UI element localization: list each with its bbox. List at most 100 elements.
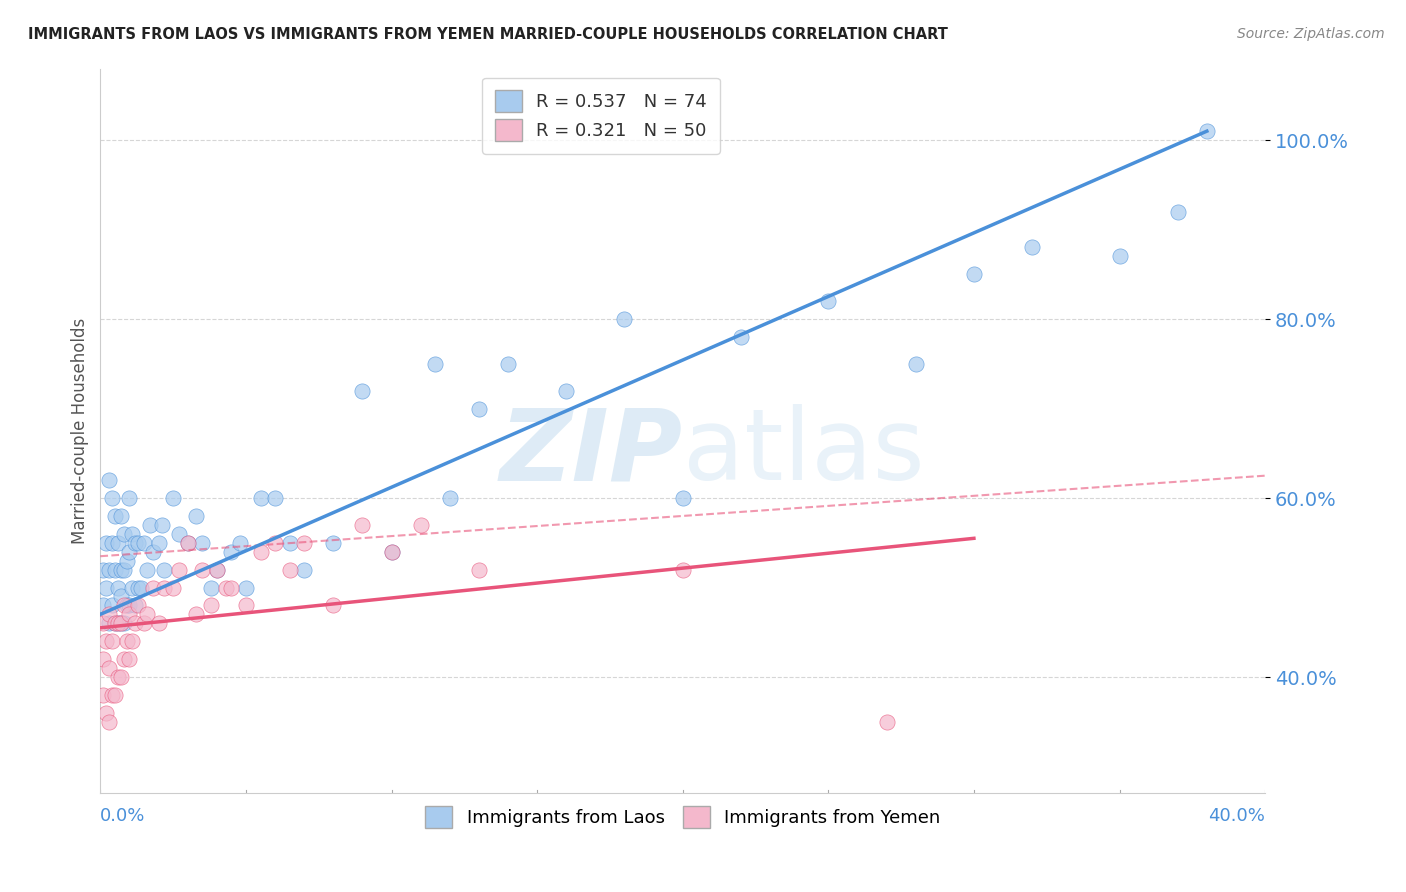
Point	[380, 545, 402, 559]
Point	[1021, 240, 1043, 254]
Point	[139, 517, 162, 532]
Point	[221, 545, 243, 559]
Point	[235, 581, 257, 595]
Point	[425, 357, 447, 371]
Point	[96, 581, 118, 595]
Point	[205, 563, 228, 577]
Point	[96, 706, 118, 720]
Point	[153, 581, 176, 595]
Point	[292, 563, 315, 577]
Point	[129, 581, 152, 595]
Point	[496, 357, 519, 371]
Point	[98, 607, 121, 622]
Point	[101, 599, 124, 613]
Point	[153, 563, 176, 577]
Point	[104, 616, 127, 631]
Point	[110, 508, 132, 523]
Point	[132, 616, 155, 631]
Point	[214, 581, 236, 595]
Point	[121, 526, 143, 541]
Point	[91, 616, 114, 631]
Point	[148, 616, 170, 631]
Point	[235, 599, 257, 613]
Point	[110, 670, 132, 684]
Point	[101, 688, 124, 702]
Point	[148, 536, 170, 550]
Point	[613, 312, 636, 326]
Point	[118, 545, 141, 559]
Point	[963, 268, 986, 282]
Point	[124, 616, 146, 631]
Point	[121, 581, 143, 595]
Point	[380, 545, 402, 559]
Point	[101, 536, 124, 550]
Point	[1167, 204, 1189, 219]
Point	[112, 563, 135, 577]
Point	[555, 384, 578, 398]
Point	[200, 581, 222, 595]
Point	[112, 599, 135, 613]
Point	[110, 616, 132, 631]
Point	[127, 599, 149, 613]
Point	[1108, 249, 1130, 263]
Point	[142, 581, 165, 595]
Text: 0.0%: 0.0%	[100, 806, 146, 825]
Point	[672, 491, 695, 505]
Point	[107, 581, 129, 595]
Point	[98, 473, 121, 487]
Point	[468, 401, 491, 416]
Point	[118, 652, 141, 666]
Point	[322, 536, 344, 550]
Point	[104, 688, 127, 702]
Text: Source: ZipAtlas.com: Source: ZipAtlas.com	[1237, 27, 1385, 41]
Point	[91, 652, 114, 666]
Point	[200, 599, 222, 613]
Point	[98, 616, 121, 631]
Point	[136, 563, 159, 577]
Point	[142, 545, 165, 559]
Point	[107, 670, 129, 684]
Point	[409, 517, 432, 532]
Point	[186, 508, 208, 523]
Point	[249, 491, 271, 505]
Point	[249, 545, 271, 559]
Point	[96, 634, 118, 648]
Point	[104, 616, 127, 631]
Point	[1195, 124, 1218, 138]
Point	[118, 607, 141, 622]
Point	[121, 634, 143, 648]
Point	[118, 599, 141, 613]
Point	[352, 517, 374, 532]
Point	[98, 661, 121, 675]
Point	[278, 563, 301, 577]
Point	[264, 491, 287, 505]
Text: 40.0%: 40.0%	[1208, 806, 1265, 825]
Point	[876, 714, 898, 729]
Point	[107, 616, 129, 631]
Text: IMMIGRANTS FROM LAOS VS IMMIGRANTS FROM YEMEN MARRIED-COUPLE HOUSEHOLDS CORRELAT: IMMIGRANTS FROM LAOS VS IMMIGRANTS FROM …	[28, 27, 948, 42]
Point	[167, 563, 190, 577]
Point	[110, 563, 132, 577]
Point	[468, 563, 491, 577]
Point	[162, 491, 184, 505]
Point	[162, 581, 184, 595]
Point	[127, 581, 149, 595]
Point	[205, 563, 228, 577]
Point	[229, 536, 252, 550]
Point	[177, 536, 200, 550]
Point	[127, 536, 149, 550]
Text: atlas: atlas	[683, 404, 924, 501]
Point	[110, 590, 132, 604]
Point	[124, 536, 146, 550]
Point	[221, 581, 243, 595]
Point	[352, 384, 374, 398]
Point	[322, 599, 344, 613]
Point	[107, 616, 129, 631]
Point	[672, 563, 695, 577]
Point	[177, 536, 200, 550]
Point	[124, 599, 146, 613]
Point	[278, 536, 301, 550]
Point	[115, 599, 138, 613]
Point	[104, 563, 127, 577]
Point	[191, 536, 214, 550]
